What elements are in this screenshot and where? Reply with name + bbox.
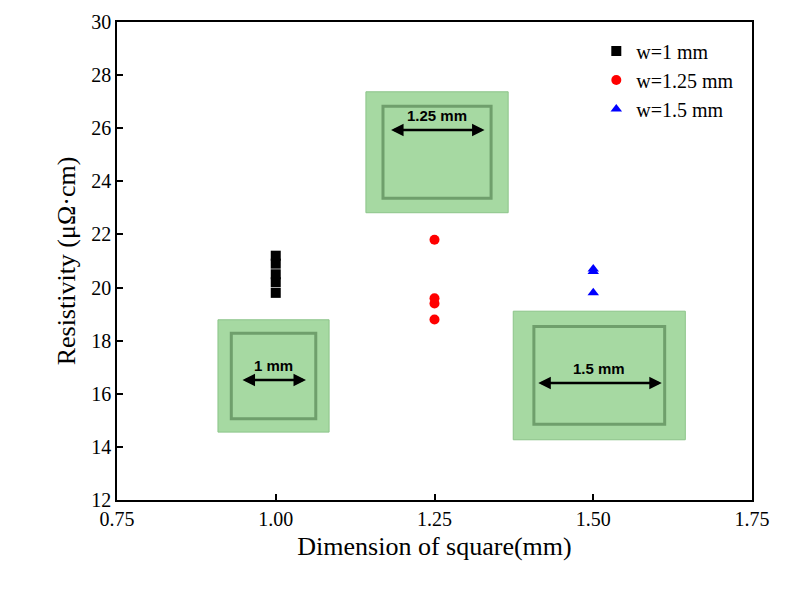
svg-text:1.5 mm: 1.5 mm xyxy=(573,360,625,377)
svg-text:w=1.5 mm: w=1.5 mm xyxy=(636,99,723,121)
svg-text:22: 22 xyxy=(91,223,111,245)
svg-text:1.25 mm: 1.25 mm xyxy=(407,107,467,124)
svg-text:20: 20 xyxy=(91,277,111,299)
svg-text:1.75: 1.75 xyxy=(735,508,770,530)
svg-text:16: 16 xyxy=(91,383,111,405)
svg-text:28: 28 xyxy=(91,64,111,86)
svg-text:1.50: 1.50 xyxy=(576,508,611,530)
svg-text:Resistivity (μΩ·cm): Resistivity (μΩ·cm) xyxy=(52,157,81,366)
svg-text:30: 30 xyxy=(91,11,111,33)
svg-text:24: 24 xyxy=(91,170,111,192)
svg-text:0.75: 0.75 xyxy=(100,508,135,530)
svg-text:w=1.25 mm: w=1.25 mm xyxy=(636,70,733,92)
svg-text:1.00: 1.00 xyxy=(258,508,293,530)
svg-text:26: 26 xyxy=(91,117,111,139)
svg-text:w=1 mm: w=1 mm xyxy=(636,41,708,63)
svg-text:14: 14 xyxy=(91,436,111,458)
svg-text:1.25: 1.25 xyxy=(417,508,452,530)
svg-text:Dimension of square(mm): Dimension of square(mm) xyxy=(297,532,571,561)
svg-text:18: 18 xyxy=(91,330,111,352)
svg-text:1 mm: 1 mm xyxy=(254,357,293,374)
svg-text:12: 12 xyxy=(91,489,111,511)
